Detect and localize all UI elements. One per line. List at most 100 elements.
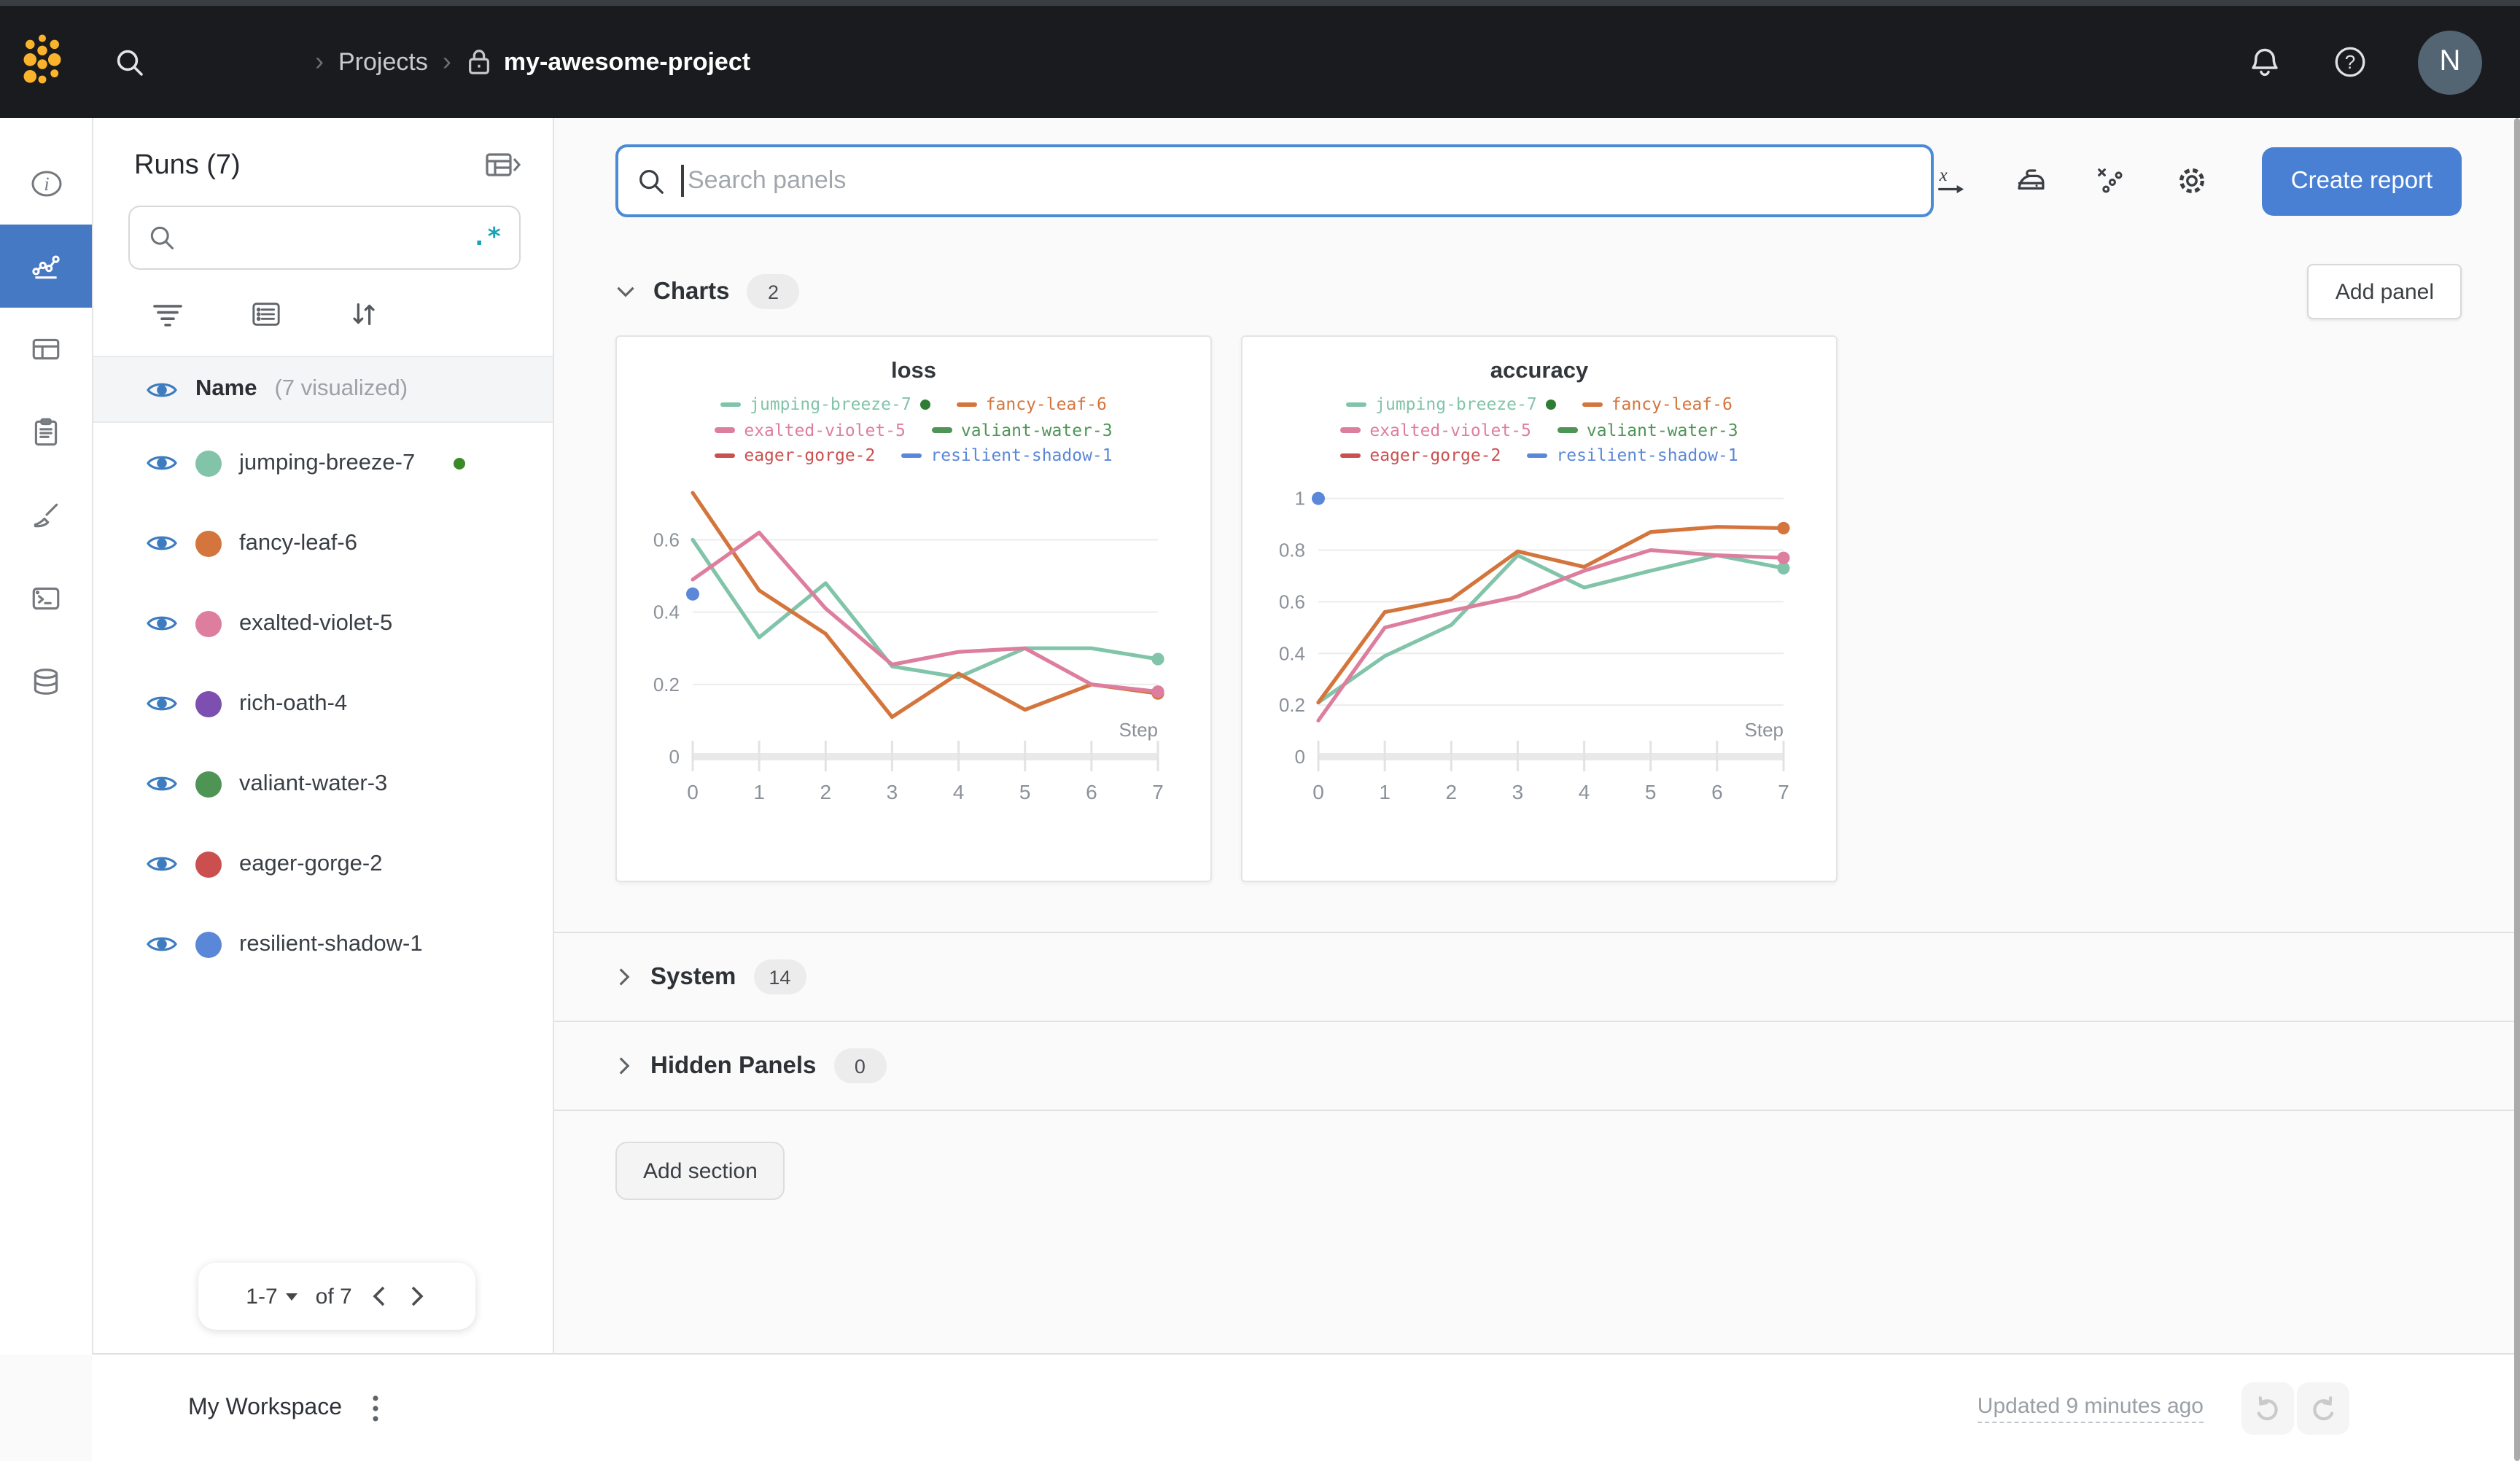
system-section-label[interactable]: System: [650, 963, 736, 989]
wandb-logo-icon[interactable]: [20, 28, 64, 96]
hidden-panels-section-label[interactable]: Hidden Panels: [650, 1052, 817, 1078]
visibility-eye-icon[interactable]: [146, 773, 178, 795]
x-axis-settings-icon[interactable]: x: [1934, 164, 1967, 198]
visibility-eye-icon[interactable]: [146, 693, 178, 714]
charts-section-label[interactable]: Charts: [653, 278, 730, 304]
visibility-eye-icon[interactable]: [146, 532, 178, 554]
visibility-eye-icon[interactable]: [146, 378, 178, 400]
legend-run-name: eager-gorge-2: [1369, 445, 1501, 465]
run-row[interactable]: fancy-leaf-6: [93, 503, 553, 583]
help-icon[interactable]: ?: [2332, 44, 2368, 80]
create-report-button[interactable]: Create report: [2262, 147, 2462, 215]
filter-icon[interactable]: [152, 301, 184, 327]
chart-legend: jumping-breeze-7 fancy-leaf-6 exalted-viol…: [1242, 392, 1836, 467]
next-page-button[interactable]: [408, 1282, 428, 1311]
page-range-dropdown[interactable]: 1-7: [246, 1284, 298, 1309]
rail-terminal-icon[interactable]: [0, 557, 92, 640]
system-section-header[interactable]: System 14: [554, 933, 2520, 1022]
rail-artifacts-icon[interactable]: [0, 640, 92, 723]
run-row[interactable]: resilient-shadow-1: [93, 904, 553, 984]
prev-page-button[interactable]: [370, 1282, 390, 1311]
legend-swatch: [901, 453, 922, 458]
add-panel-button[interactable]: Add panel: [2307, 264, 2462, 319]
legend-swatch: [720, 402, 742, 407]
sort-icon[interactable]: [349, 299, 379, 330]
legend-run-name: fancy-leaf-6: [1611, 394, 1732, 414]
run-color-dot: [195, 450, 222, 476]
run-name-link[interactable]: eager-gorge-2: [239, 851, 383, 876]
run-name-link[interactable]: fancy-leaf-6: [239, 530, 357, 555]
run-name-link[interactable]: resilient-shadow-1: [239, 931, 423, 956]
section-divider: [554, 932, 2520, 933]
workspace-menu-icon[interactable]: [365, 1387, 384, 1428]
legend-item: exalted-violet-5: [1340, 418, 1531, 442]
svg-text:0.4: 0.4: [653, 601, 680, 623]
settings-gear-icon[interactable]: [2174, 163, 2209, 198]
columns-list-icon[interactable]: [251, 300, 281, 328]
visibility-eye-icon[interactable]: [146, 853, 178, 875]
legend-run-name: jumping-breeze-7: [1375, 394, 1537, 414]
svg-text:0.2: 0.2: [1279, 693, 1305, 715]
notifications-bell-icon[interactable]: [2247, 44, 2282, 79]
vertical-scrollbar[interactable]: [2514, 118, 2520, 1461]
run-color-dot: [195, 530, 222, 556]
breadcrumb-separator: ›: [315, 47, 324, 76]
legend-swatch: [1340, 427, 1361, 432]
legend-run-name: eager-gorge-2: [744, 445, 876, 465]
lock-icon: [469, 50, 490, 74]
window-top-strip: [0, 0, 2520, 6]
panel-accuracy-chart[interactable]: accuracy jumping-breeze-7 fancy-leaf-6 exa…: [1241, 335, 1838, 882]
legend-run-name: resilient-shadow-1: [1556, 445, 1738, 465]
run-row[interactable]: jumping-breeze-7: [93, 423, 553, 503]
redo-button[interactable]: [2297, 1382, 2349, 1434]
svg-text:4: 4: [953, 780, 965, 803]
chevron-down-icon[interactable]: [615, 283, 636, 300]
run-color-dot: [195, 771, 222, 797]
legend-swatch: [715, 453, 736, 458]
run-name-link[interactable]: valiant-water-3: [239, 771, 388, 795]
runs-visualized-count: (7 visualized): [274, 376, 408, 401]
breadcrumb-projects-link[interactable]: Projects: [338, 47, 428, 75]
rail-sweeps-icon[interactable]: [0, 474, 92, 557]
charts-section-header: Charts 2 Add panel: [554, 264, 2520, 319]
rail-workspace-charts-icon[interactable]: [0, 225, 92, 308]
undo-button[interactable]: [2241, 1382, 2294, 1434]
legend-item: valiant-water-3: [1557, 418, 1738, 442]
global-search-icon[interactable]: [108, 40, 152, 84]
regex-toggle[interactable]: .*: [472, 223, 502, 252]
svg-text:4: 4: [1579, 780, 1590, 803]
expand-runs-table-button[interactable]: [486, 152, 521, 181]
run-row[interactable]: valiant-water-3: [93, 744, 553, 824]
user-avatar[interactable]: N: [2418, 30, 2482, 94]
panel-loss-chart[interactable]: loss jumping-breeze-7 fancy-leaf-6 exalted…: [615, 335, 1212, 882]
run-row[interactable]: exalted-violet-5: [93, 583, 553, 663]
panel-search-input[interactable]: [685, 165, 1913, 197]
run-row[interactable]: eager-gorge-2: [93, 824, 553, 904]
add-section-button[interactable]: Add section: [615, 1142, 785, 1200]
legend-swatch: [1527, 453, 1548, 458]
rail-table-icon[interactable]: [0, 308, 92, 391]
rail-reports-icon[interactable]: [0, 391, 92, 474]
hidden-panels-section-header[interactable]: Hidden Panels 0: [554, 1022, 2520, 1111]
runs-search-input[interactable]: [188, 224, 472, 252]
runs-table-icon: [486, 153, 521, 176]
visibility-eye-icon[interactable]: [146, 612, 178, 634]
chart-legend: jumping-breeze-7 fancy-leaf-6 exalted-viol…: [617, 392, 1210, 467]
run-row[interactable]: rich-oath-4: [93, 663, 553, 744]
run-name-link[interactable]: exalted-violet-5: [239, 610, 393, 635]
outliers-icon[interactable]: [2094, 164, 2128, 198]
panel-search-box: [615, 144, 1934, 217]
last-updated-label[interactable]: Updated 9 minutes ago: [1977, 1393, 2204, 1422]
run-name-link[interactable]: jumping-breeze-7: [239, 450, 416, 475]
smoothing-iron-icon[interactable]: [2014, 164, 2048, 198]
legend-run-name: exalted-violet-5: [1369, 419, 1531, 440]
visibility-eye-icon[interactable]: [146, 452, 178, 474]
svg-text:0: 0: [1295, 745, 1305, 767]
panel-settings-icons: x: [1934, 163, 2209, 198]
svg-text:5: 5: [1645, 780, 1657, 803]
breadcrumb-project-link[interactable]: my-awesome-project: [466, 47, 750, 77]
run-name-link[interactable]: rich-oath-4: [239, 690, 348, 715]
chevron-right-icon: [619, 968, 630, 986]
rail-overview-icon[interactable]: i: [0, 141, 92, 225]
visibility-eye-icon[interactable]: [146, 933, 178, 955]
